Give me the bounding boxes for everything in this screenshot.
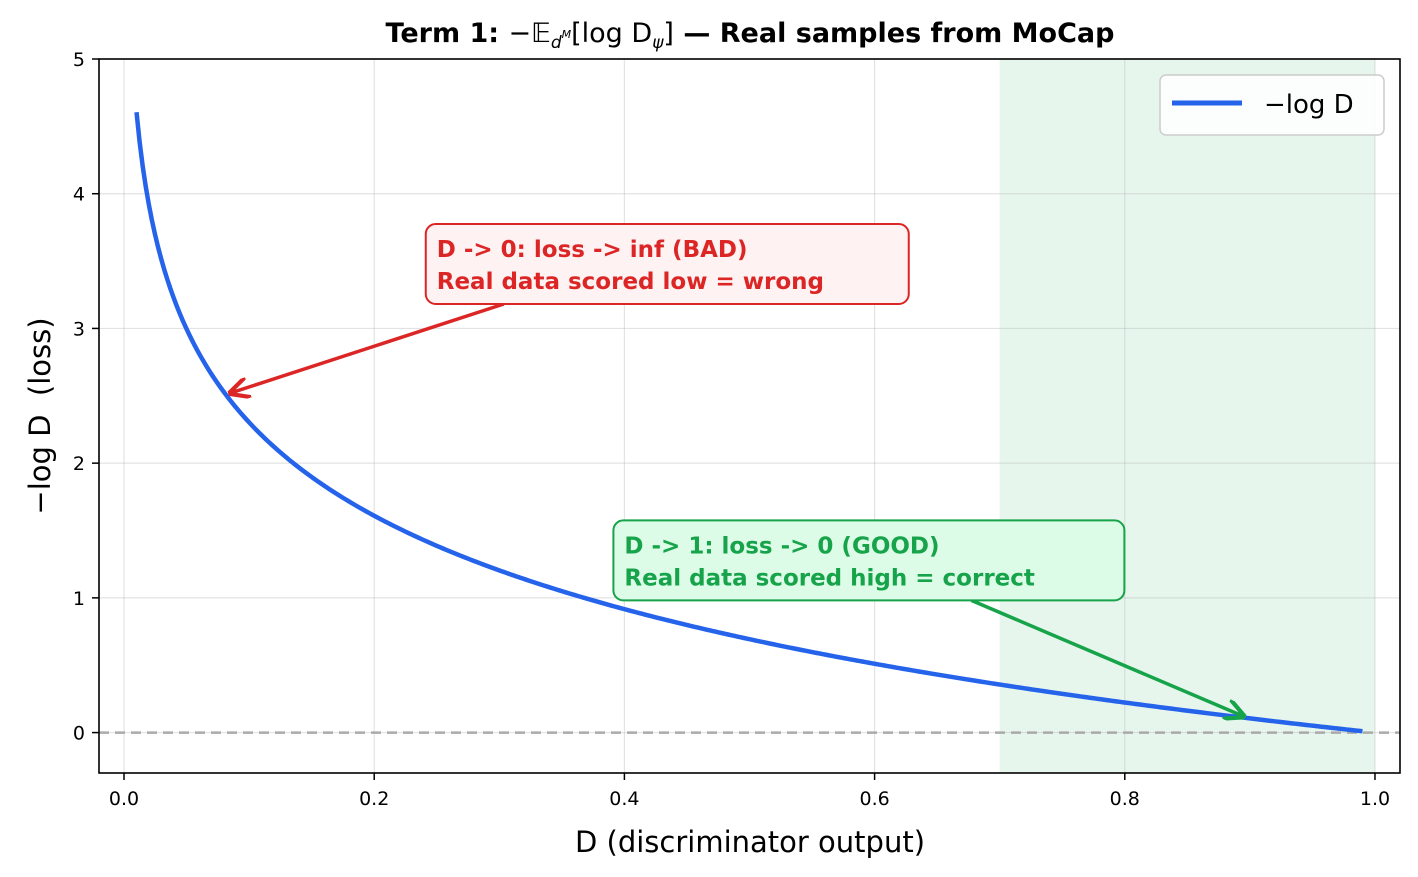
annotation-text: Real data scored high = correct (624, 565, 1035, 591)
x-axis-label: D (discriminator output) (575, 825, 925, 859)
legend-label: −log D (1264, 90, 1354, 120)
plot-frame (98, 58, 1401, 774)
legend-box (1159, 74, 1385, 136)
annotation-text: D -> 1: loss -> 0 (GOOD) (624, 533, 939, 559)
y-tick-label: 5 (73, 49, 85, 71)
chart-title: Term 1: −𝔼dM[log Dψ] — Real samples from… (386, 18, 1115, 53)
x-tick-label: 0.6 (859, 788, 889, 810)
y-axis-label-math: −log D (23, 415, 57, 515)
x-tick-label: 0.4 (609, 788, 639, 810)
annotation-arrow (230, 302, 505, 393)
shaded-region (999, 59, 1375, 773)
y-tick-label: 0 (73, 723, 85, 745)
x-tick-label: 1.0 (1360, 788, 1390, 810)
series-line (134, 111, 1363, 734)
annotation-text: D -> 0: loss -> inf (BAD) (437, 237, 748, 263)
y-tick-label: 3 (73, 318, 85, 340)
annotation-text: Real data scored low = wrong (437, 269, 824, 295)
annotation-box (612, 519, 1126, 602)
annotation-arrow (970, 598, 1243, 716)
y-tick-label: 2 (73, 453, 85, 475)
y-tick-label: 1 (73, 588, 85, 610)
annotation-box (424, 223, 910, 306)
y-axis-label: −log D (loss) (23, 317, 57, 514)
y-axis-label-text: (loss) (23, 317, 57, 414)
x-tick-label: 0.2 (359, 788, 389, 810)
x-tick-label: 0.8 (1110, 788, 1140, 810)
y-tick-label: 4 (73, 184, 85, 206)
x-tick-label: 0.0 (109, 788, 139, 810)
